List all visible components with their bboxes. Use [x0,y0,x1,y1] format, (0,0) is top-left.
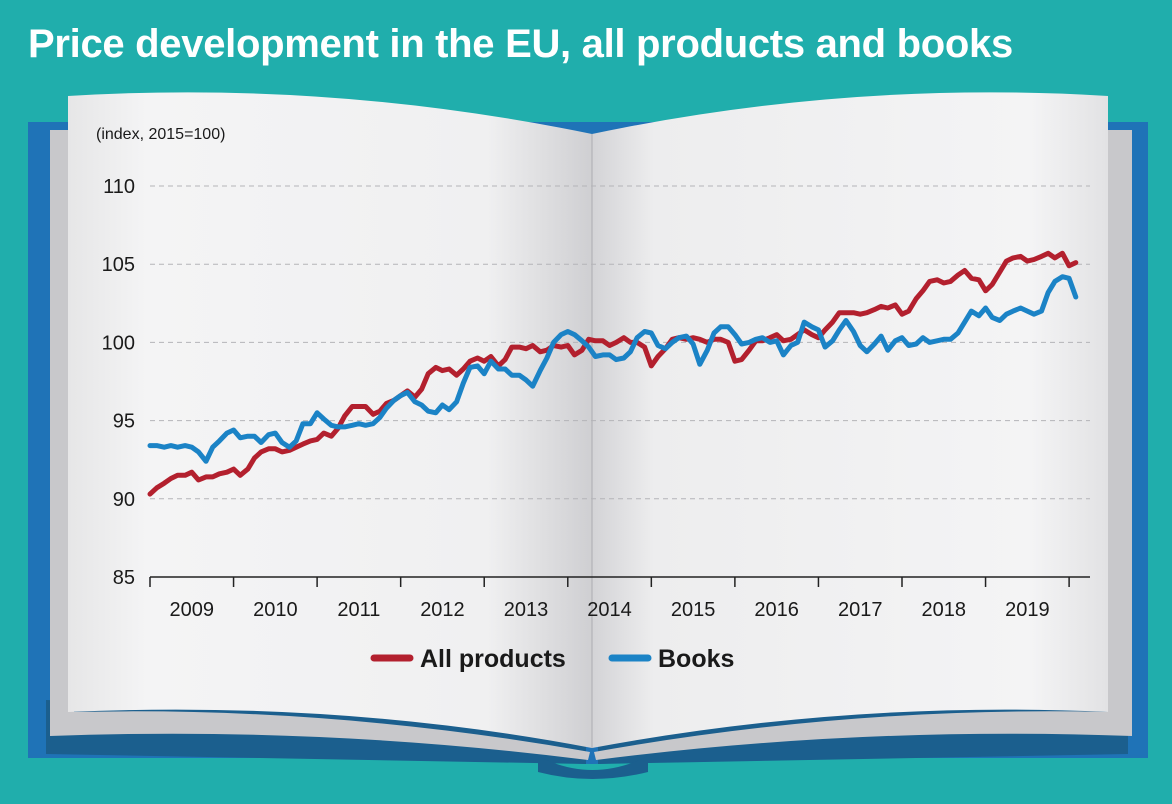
y-tick-label: 90 [113,489,135,511]
x-tick-label: 2014 [587,599,632,621]
y-tick-label: 85 [113,567,135,589]
y-tick-label: 95 [113,411,135,433]
y-tick-label: 100 [102,332,135,354]
x-tick-label: 2010 [253,599,298,621]
x-tick-label: 2009 [170,599,215,621]
right-page [592,92,1108,749]
x-tick-label: 2016 [754,599,799,621]
x-tick-label: 2011 [337,599,380,621]
x-tick-label: 2019 [1005,599,1050,621]
x-tick-label: 2015 [671,599,716,621]
series-line-books [147,274,1079,464]
book-cover-shadow [46,700,1128,764]
series-line-all-products [147,250,1079,497]
legend-label: All products [420,645,566,673]
x-tick-label: 2012 [420,599,465,621]
y-tick-label: 110 [103,176,135,198]
chart-subtitle: (index, 2015=100) [96,126,225,143]
book-spine-tab [538,756,648,779]
page-title: Price development in the EU, all product… [28,22,1013,66]
y-tick-label: 105 [102,254,135,276]
x-tick-label: 2017 [838,599,883,621]
legend-label: Books [658,645,734,673]
x-tick-label: 2018 [922,599,967,621]
x-tick-label: 2013 [504,599,549,621]
